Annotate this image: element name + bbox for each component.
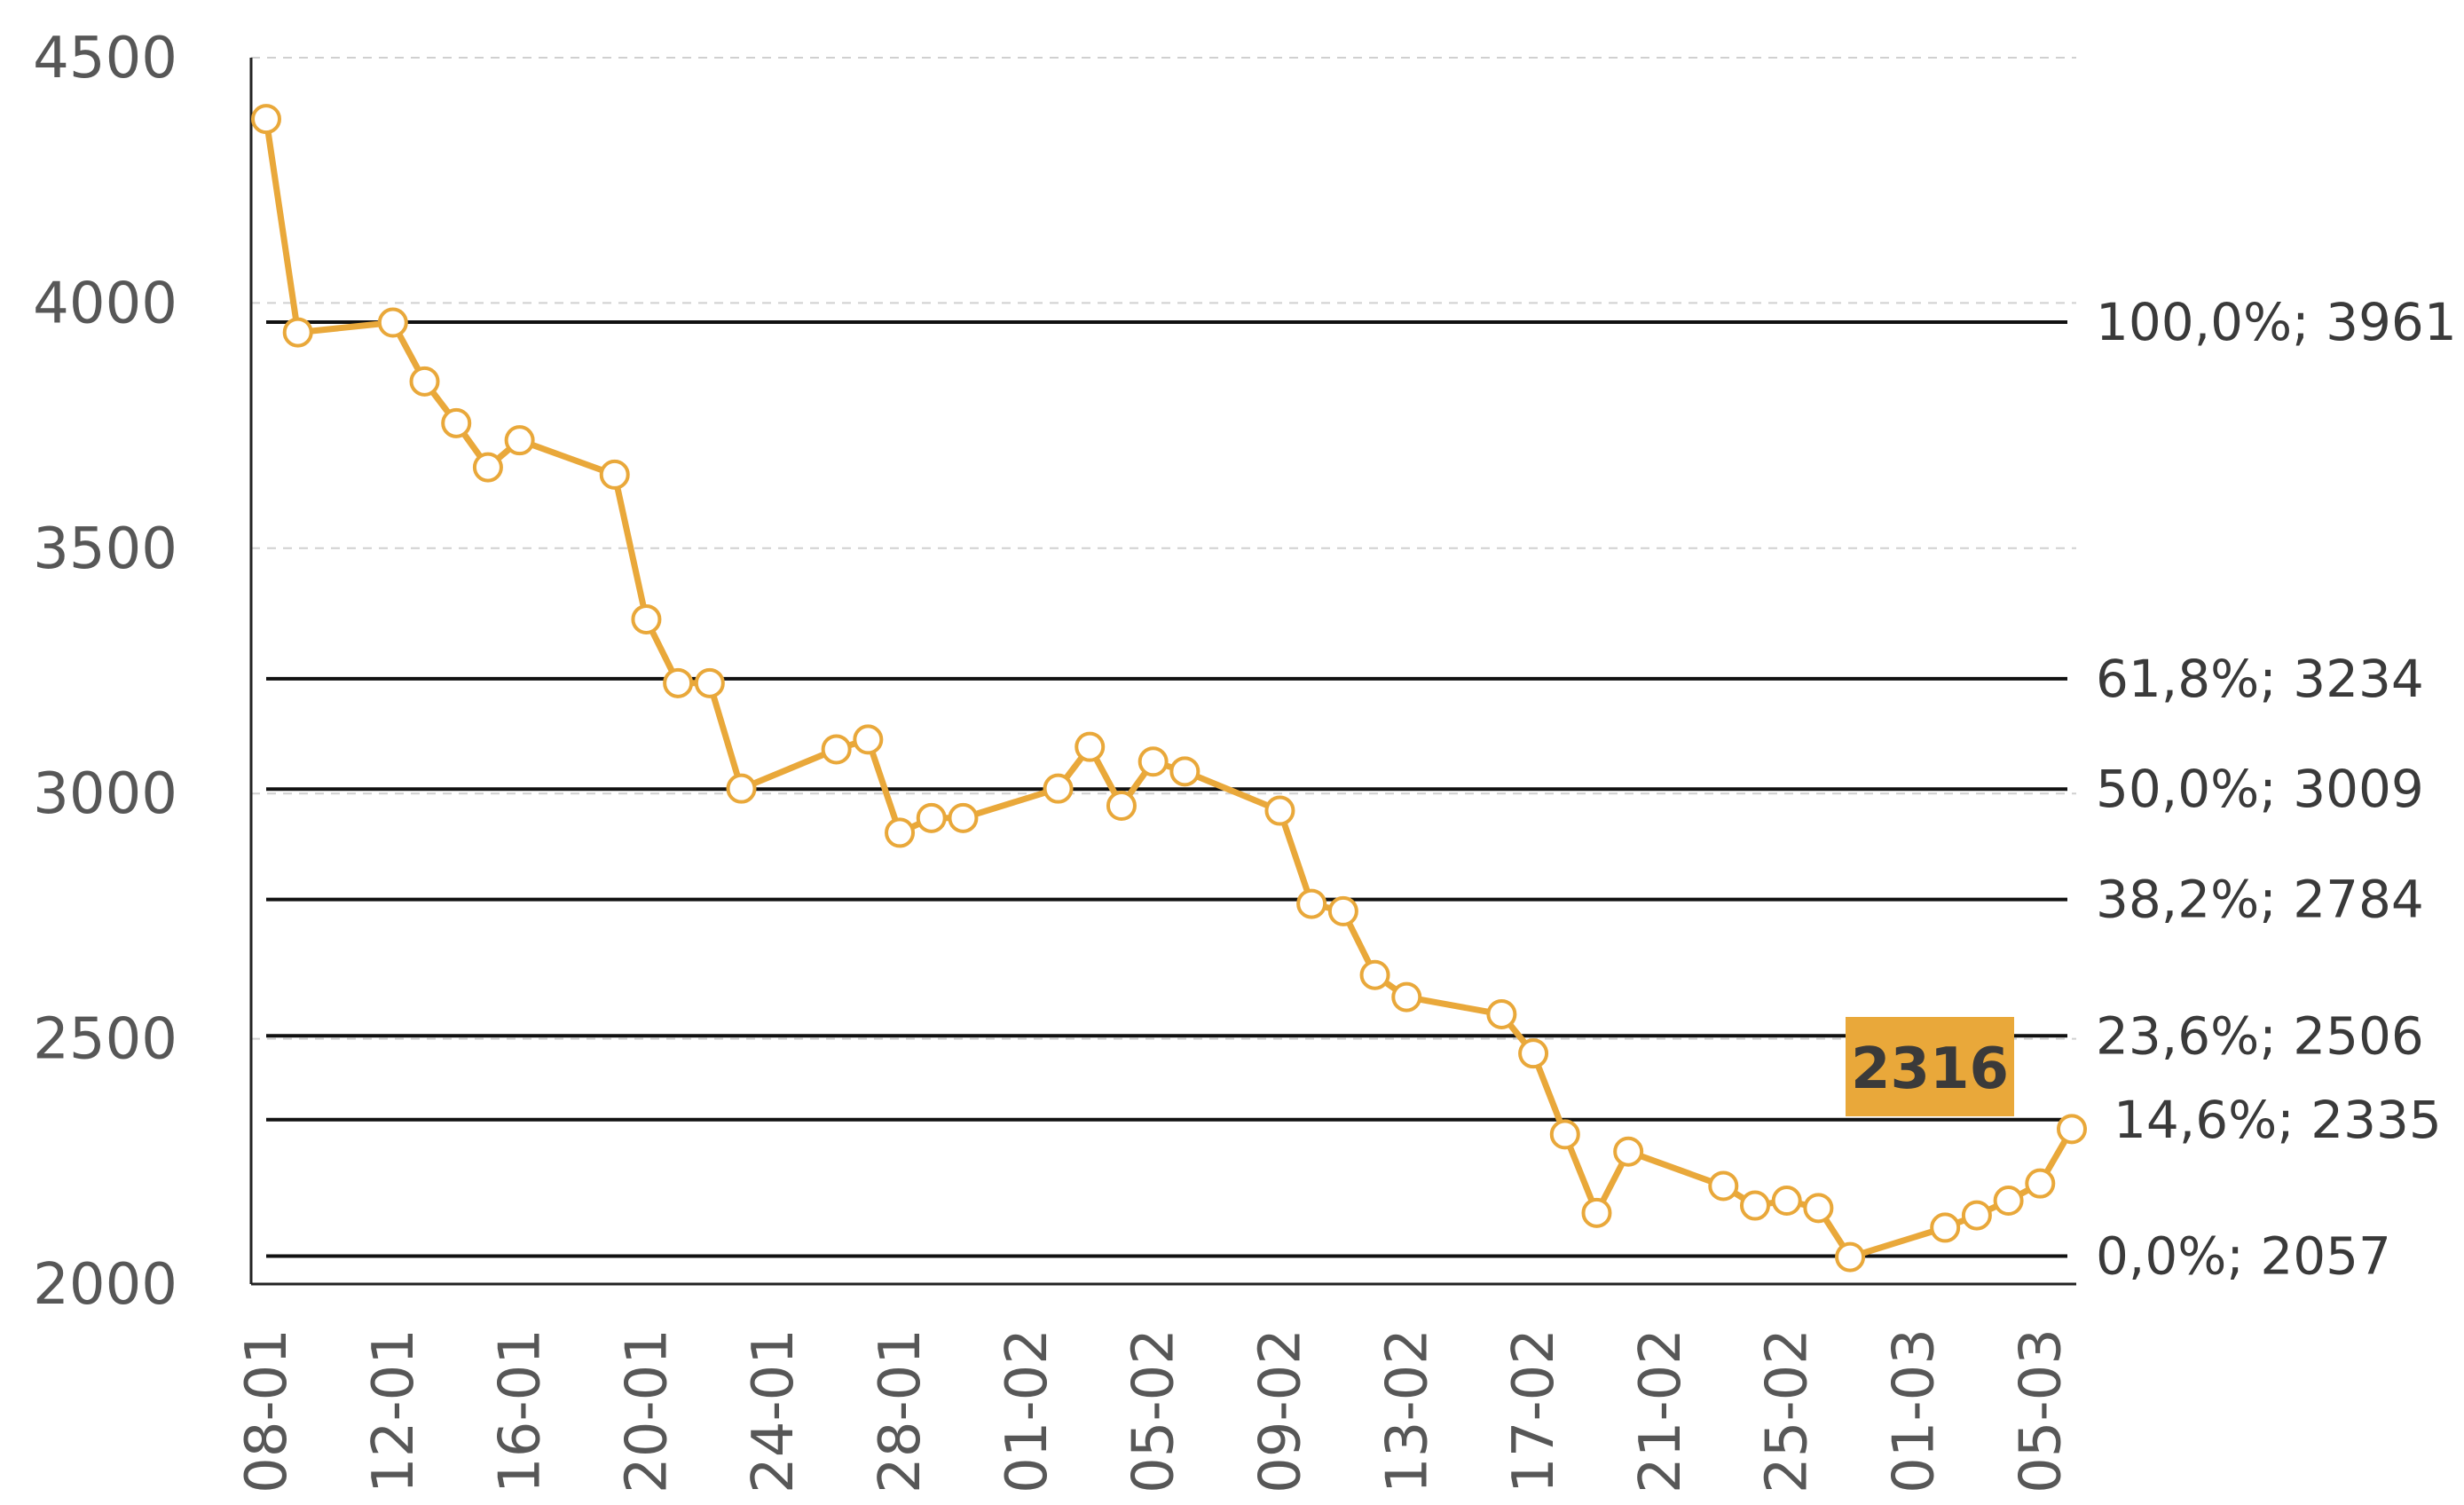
fib-level-label: 0,0%; 2057 [2096,1225,2391,1286]
x-tick-label: 20-01 [614,1328,680,1493]
last-price-callout: 2316 [1846,1017,2014,1116]
y-axis-tick-labels: 2000 2500 3000 3500 4000 4500 [33,26,177,1318]
data-point [1391,981,1422,1013]
fib-level-label: 100,0%; 3961 [2096,292,2457,352]
fib-level-label: 14,6%; 2335 [2114,1090,2442,1150]
data-point [1043,773,1074,804]
x-tick-label: 01-02 [995,1328,1060,1493]
data-point [2057,1114,2087,1145]
data-point [1075,731,1106,762]
data-point [599,459,630,490]
y-tick-label: 3500 [33,516,177,582]
axes [249,58,2076,1286]
y-tick-label: 4500 [33,26,177,91]
x-tick-label: 21-02 [1628,1328,1694,1493]
x-tick-label: 09-02 [1248,1328,1314,1493]
data-point [1518,1038,1549,1069]
data-point [282,317,313,348]
x-tick-label: 25-02 [1755,1328,1821,1493]
y-tick-label: 3000 [33,761,177,827]
x-tick-label: 24-01 [741,1328,807,1493]
data-point [1549,1119,1580,1150]
data-point [1327,895,1358,926]
data-point [853,724,884,755]
data-point [885,817,916,848]
data-point [1961,1200,1992,1231]
data-point [694,667,725,698]
data-point [1771,1186,1802,1217]
data-point [441,407,472,438]
data-point [663,667,694,698]
fib-level-label: 61,8%; 3234 [2096,649,2424,709]
x-tick-label: 28-01 [868,1328,933,1493]
price-markers [251,104,2087,1273]
data-point [916,802,947,833]
y-tick-label: 2000 [33,1252,177,1318]
data-point [1169,756,1201,787]
x-tick-label: 17-02 [1501,1328,1567,1493]
x-tick-label: 08-01 [234,1328,300,1493]
data-point [1138,746,1169,777]
fibonacci-levels: 100,0%; 3961 61,8%; 3234 50,0%; 3009 38,2%;… [266,292,2457,1286]
data-point [821,734,852,765]
x-tick-label: 01-03 [1882,1328,1948,1493]
x-tick-label: 05-03 [2008,1328,2074,1493]
x-tick-label: 05-02 [1122,1328,1187,1493]
data-point [1264,795,1295,826]
gridlines [251,57,2076,1040]
fib-level-label: 50,0%; 3009 [2096,759,2424,819]
fib-level-label: 23,6%; 2506 [2096,1005,2424,1066]
data-point [1930,1212,1961,1243]
data-point [377,307,408,338]
price-line [263,118,2075,1261]
callout-label: 2316 [1851,1036,2009,1102]
data-point [726,773,757,804]
data-point [1993,1186,2024,1217]
data-point [1708,1170,1739,1202]
x-axis-tick-labels: 08-01 12-01 16-01 20-01 24-01 28-01 01-02 05-02… [234,1328,2074,1493]
data-point [1581,1197,1612,1228]
data-point [472,452,503,483]
x-tick-label: 12-01 [361,1328,427,1493]
data-point [1296,888,1327,919]
data-point [948,802,979,833]
data-point [1835,1241,1866,1273]
y-tick-label: 2500 [33,1007,177,1073]
data-point [1106,791,1137,822]
data-point [631,603,662,634]
x-tick-label: 13-02 [1374,1328,1440,1493]
data-point [1803,1193,1834,1224]
data-point [1486,998,1517,1029]
data-point [2025,1168,2056,1199]
fib-level-label: 38,2%; 2784 [2096,870,2424,930]
data-point [1613,1136,1644,1167]
data-point [409,366,440,397]
data-point [251,104,281,135]
y-tick-label: 4000 [33,271,177,336]
price-series [263,118,2075,1261]
data-point [1359,959,1390,990]
data-point [1739,1190,1770,1221]
callout-box [1846,1017,2014,1116]
data-point [504,425,535,456]
x-tick-label: 16-01 [488,1328,554,1493]
